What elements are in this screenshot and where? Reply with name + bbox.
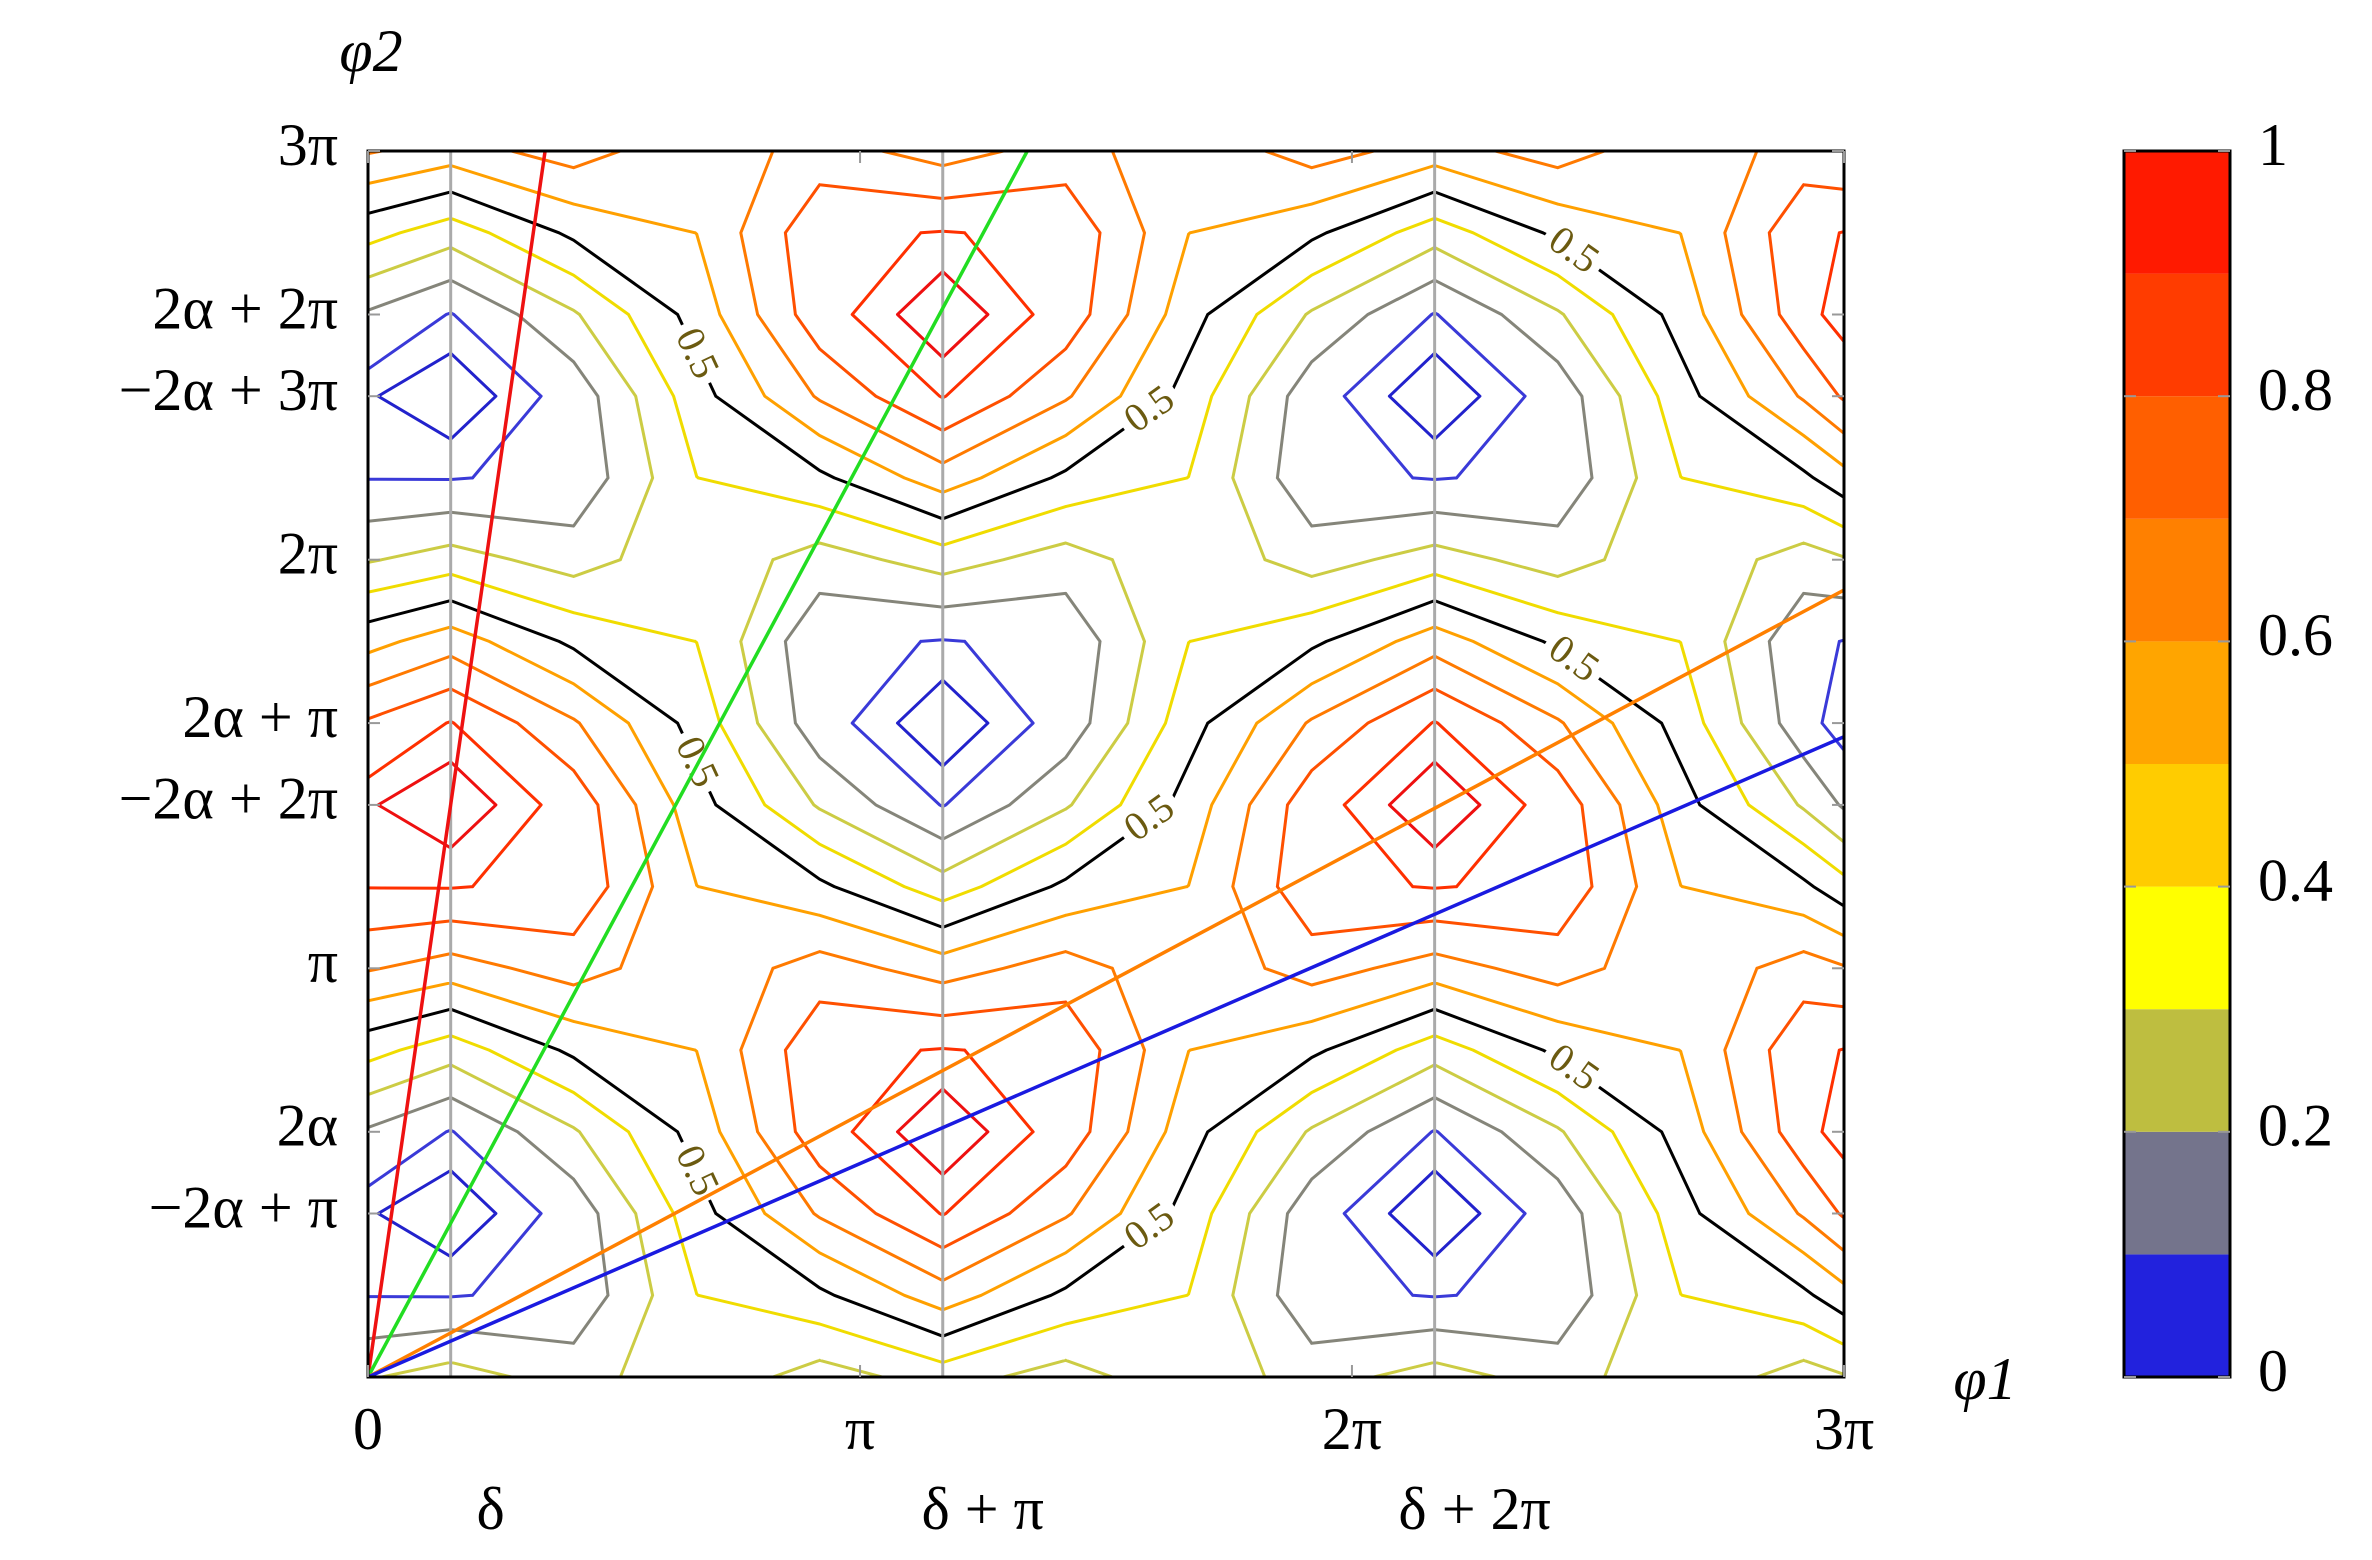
contour-label-bg (662, 724, 730, 801)
colorbar-band (2124, 886, 2230, 1010)
contour-line (376, 270, 1482, 1177)
x-tick-label-secondary: δ + π (922, 1476, 1044, 1542)
colorbar-tick-label: 0.4 (2258, 847, 2333, 913)
contour-line (368, 164, 1844, 1312)
line-series (368, 151, 547, 1377)
contour-label-bg (1111, 373, 1189, 447)
colorbar-band (2124, 641, 2230, 764)
colorbar-tick-label: 0.6 (2258, 602, 2333, 668)
plot-background (368, 151, 1844, 1377)
contour-label-bg (1111, 782, 1189, 856)
x-tick-label: π (845, 1396, 875, 1462)
contour-label-bg (1534, 1031, 1612, 1105)
colorbar-tick-label: 0.8 (2258, 357, 2333, 423)
y-tick-label: π (308, 929, 338, 995)
contour-line (368, 246, 1844, 1377)
colorbar-band (2124, 151, 2230, 274)
x-tick-label: 3π (1814, 1396, 1874, 1462)
colorbar-tick-label: 0.2 (2258, 1093, 2333, 1159)
y-tick-label: 2α (277, 1093, 338, 1159)
y-tick-label: −2α + 3π (119, 357, 338, 423)
plot-frame (366, 149, 1846, 1379)
colorbar-band (2124, 396, 2230, 519)
y-tick-label: 3π (278, 112, 338, 178)
colorbar-tick-label: 0 (2258, 1338, 2288, 1404)
line-series (368, 735, 1844, 1377)
contour-label-bg (662, 315, 730, 393)
colorbar-band (2124, 1009, 2230, 1132)
colorbar-tick-label: 1 (2258, 112, 2288, 178)
lines (368, 151, 1844, 1377)
line-series (368, 151, 1029, 1377)
y-tick-label: −2α + π (149, 1174, 338, 1240)
contour-label-bg (1111, 1190, 1189, 1265)
colorbar-band (2124, 1254, 2230, 1377)
y-axis-label: φ2 (339, 18, 402, 84)
x-tick-label: 0 (353, 1396, 383, 1462)
x-tick-label-secondary: δ (477, 1476, 505, 1542)
x-tick-label: 2π (1322, 1396, 1382, 1462)
x-axis-label: φ1 (1953, 1346, 2016, 1412)
colorbar-band (2124, 764, 2230, 887)
y-tick-label: −2α + 2π (119, 766, 338, 832)
y-tick-label: 2α + π (182, 684, 338, 750)
colorbar-band (2124, 1131, 2230, 1255)
colorbar-frame (2122, 149, 2232, 1379)
x-tick-label-secondary: δ + 2π (1398, 1476, 1550, 1542)
contour-line (376, 351, 1482, 1259)
contour-label-bg (1534, 214, 1612, 288)
y-tick-label: 2π (278, 520, 338, 586)
line-series (368, 588, 1844, 1377)
contour-line (368, 183, 1844, 1250)
contour-line (368, 229, 1844, 1217)
contour-label-bg (662, 1132, 730, 1210)
colorbar-band (2124, 518, 2230, 642)
colorbar-band (2124, 273, 2230, 397)
contour-line (368, 278, 1844, 1345)
contour-line (368, 151, 1844, 1283)
contour-label-bg (1534, 623, 1612, 697)
y-tick-label: 2α + 2π (152, 275, 338, 341)
